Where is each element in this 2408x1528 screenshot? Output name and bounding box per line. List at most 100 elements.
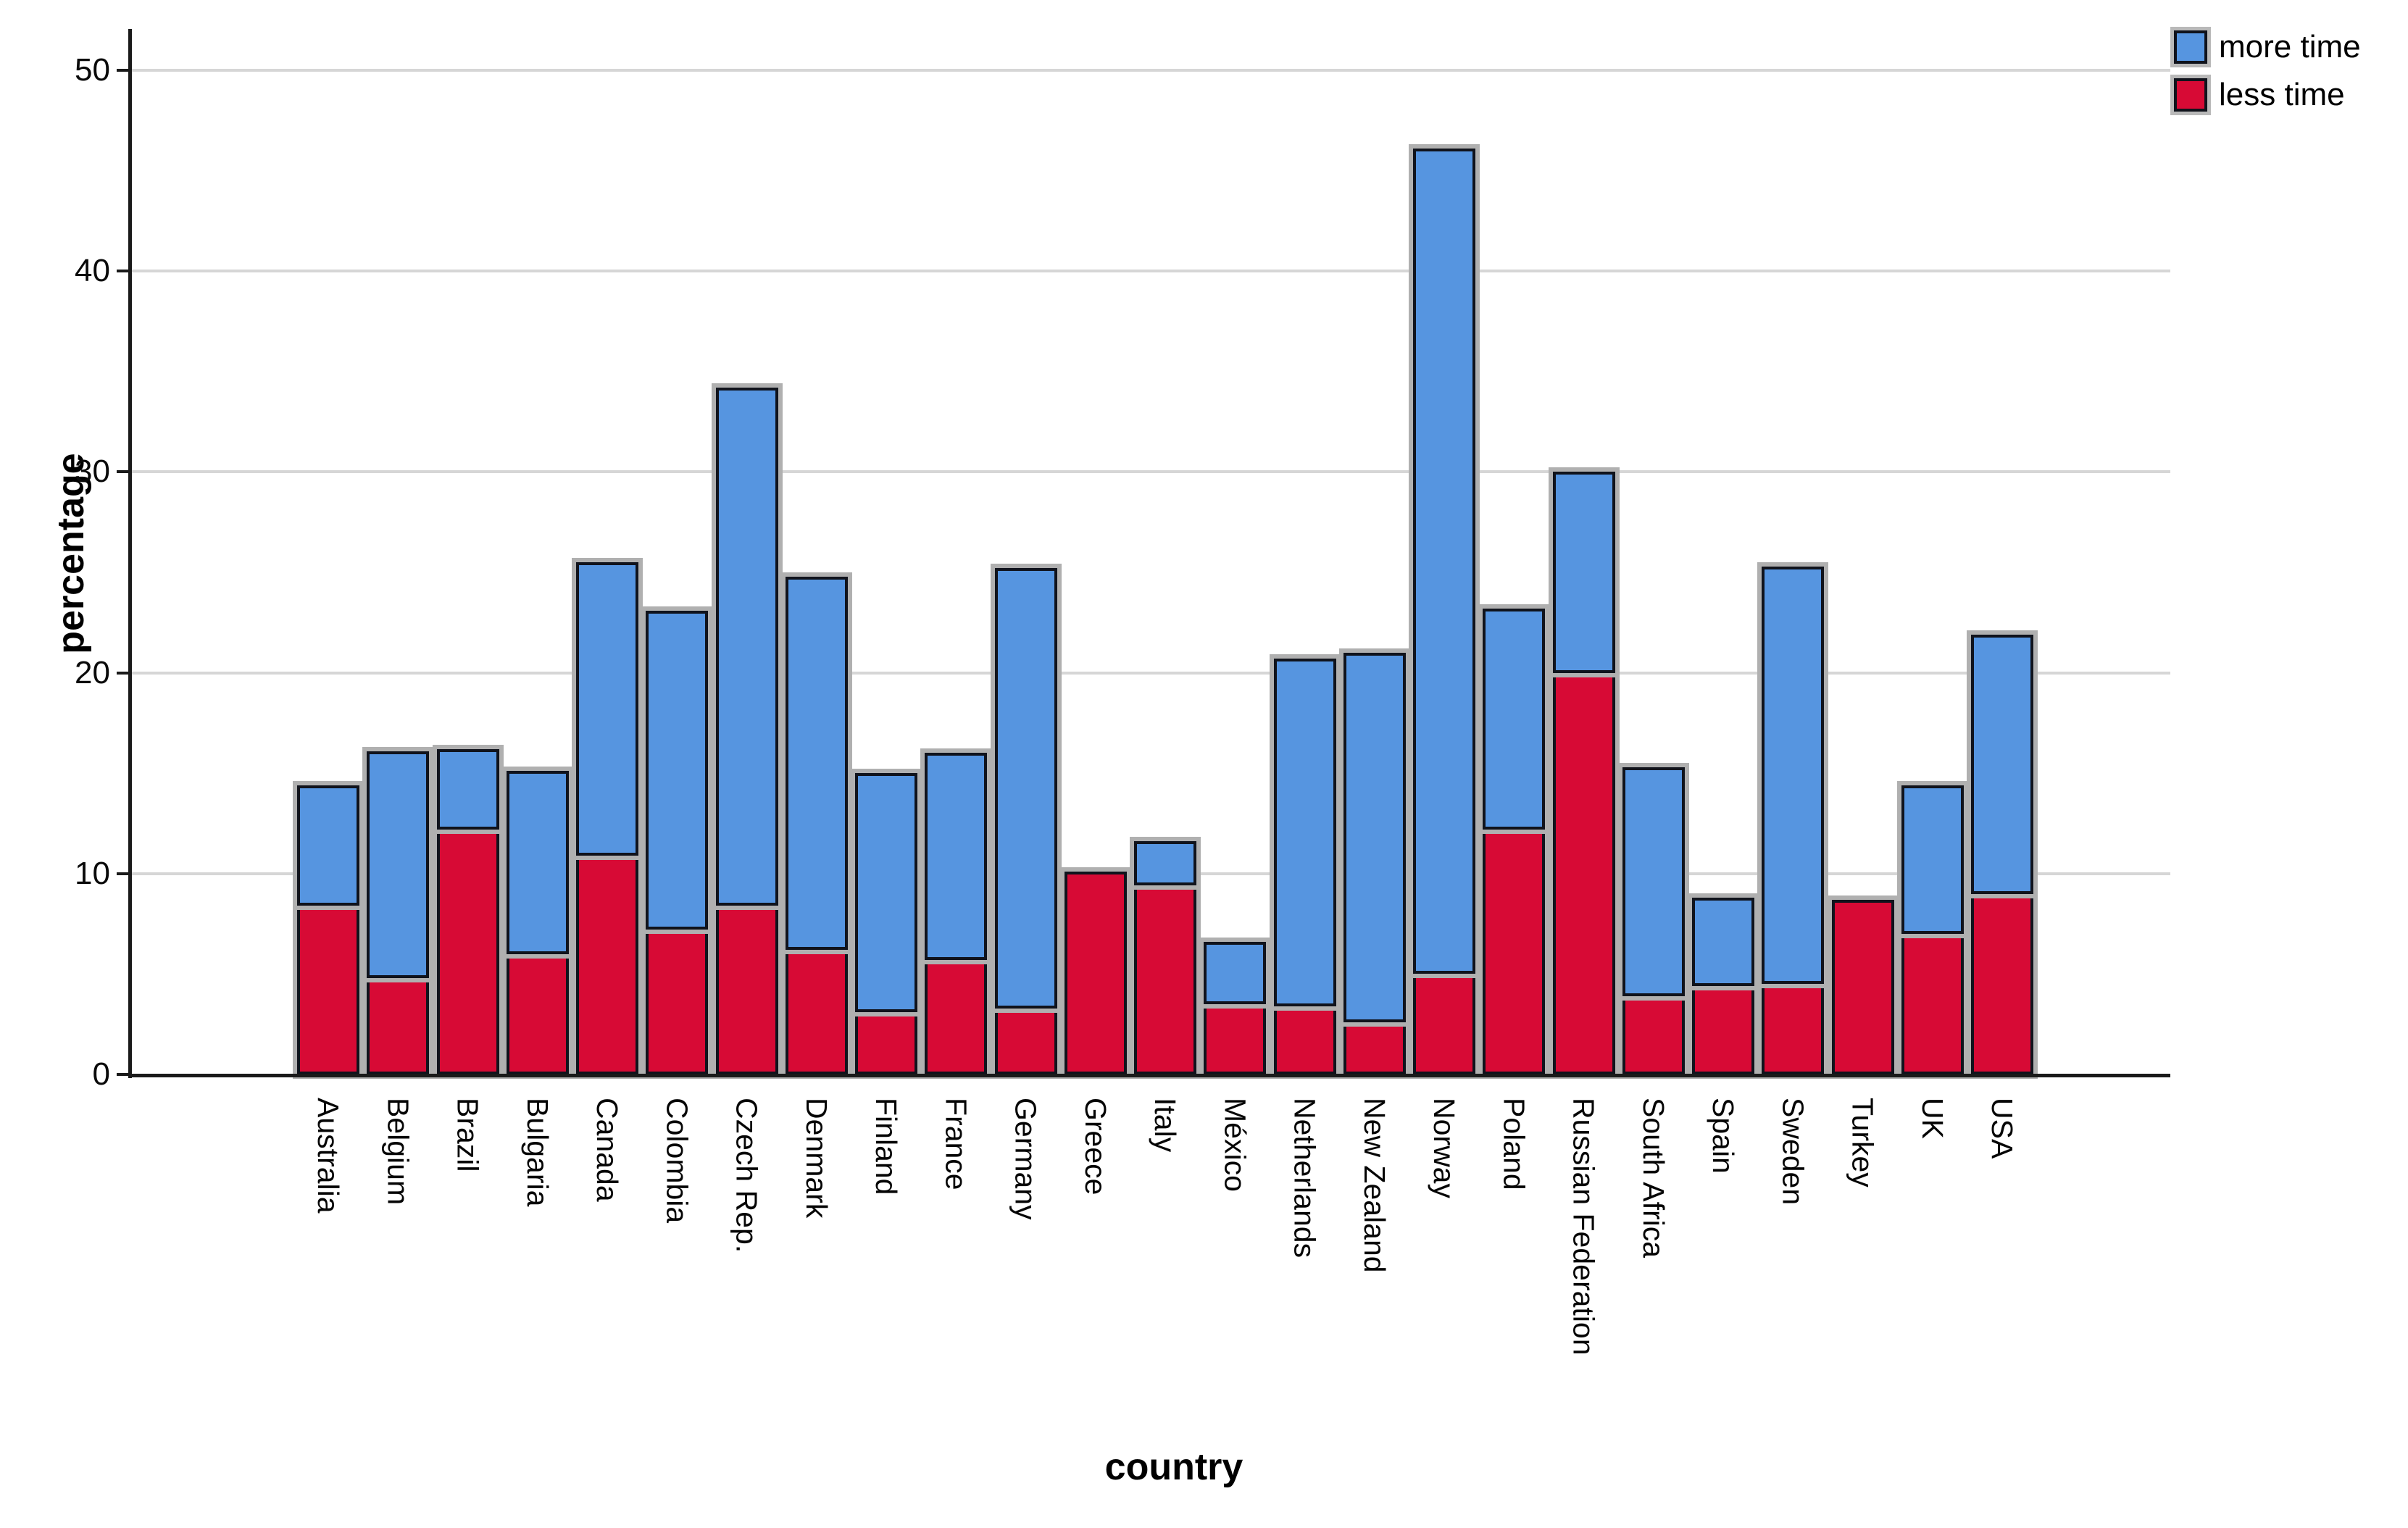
bar-south-africa-segment-more-time: [1622, 767, 1685, 996]
y-tick-label-40: 40: [75, 253, 110, 289]
bar-denmark-segment-less-time: [786, 950, 848, 1074]
bar-south-africa-segment-less-time: [1622, 995, 1685, 1074]
x-category-label-italy: Italy: [1149, 1098, 1182, 1153]
x-category-label-canada: Canada: [591, 1098, 624, 1202]
y-axis-title: percentage: [50, 453, 92, 654]
legend-label-more-time: more time: [2219, 29, 2361, 64]
legend-item-less-time: less time: [2174, 77, 2361, 113]
x-category-label-germany: Germany: [1009, 1098, 1043, 1220]
y-tick-label-0: 0: [92, 1056, 110, 1092]
x-category-label-denmark: Denmark: [799, 1098, 833, 1219]
x-category-label-france: France: [939, 1098, 973, 1190]
y-axis-tick-50: [117, 69, 128, 72]
bar-belgium-segment-more-time: [367, 751, 429, 978]
legend-item-more-time: more time: [2174, 29, 2361, 65]
y-axis-line: [128, 29, 132, 1078]
x-category-label-belgium: Belgium: [381, 1098, 415, 1206]
bar-czech-rep--segment-less-time: [716, 906, 778, 1074]
x-category-label-netherlands: Netherlands: [1288, 1098, 1322, 1258]
legend-swatch-less-time-icon: [2174, 78, 2207, 112]
bar-colombia-segment-less-time: [646, 930, 708, 1074]
bar-germany-segment-more-time: [995, 568, 1057, 1009]
bar-france-segment-less-time: [925, 959, 987, 1074]
bar-italy-segment-more-time: [1134, 841, 1196, 886]
bar-norway-segment-more-time: [1413, 149, 1475, 974]
y-axis-tick-0: [117, 1073, 128, 1076]
legend-swatch-more-time-icon: [2174, 30, 2207, 64]
y-tick-label-20: 20: [75, 654, 110, 690]
x-category-label-russian-federation: Russian Federation: [1567, 1098, 1601, 1356]
x-category-label-turkey: Turkey: [1846, 1098, 1880, 1187]
bar-spain-segment-more-time: [1692, 898, 1754, 987]
bar-netherlands-segment-less-time: [1274, 1006, 1336, 1074]
bar-usa-segment-less-time: [1971, 893, 2033, 1074]
x-category-label-finland: Finland: [870, 1098, 903, 1195]
gridline-50: [128, 69, 2170, 72]
y-axis-tick-10: [117, 872, 128, 875]
bar-finland-segment-less-time: [855, 1012, 917, 1074]
bar-m-xico-segment-more-time: [1204, 942, 1266, 1004]
legend: more time less time: [2174, 29, 2361, 125]
y-tick-label-30: 30: [75, 454, 110, 490]
x-axis-line: [128, 1074, 2170, 1077]
x-category-label-brazil: Brazil: [451, 1098, 485, 1172]
bar-belgium-segment-less-time: [367, 977, 429, 1074]
bar-norway-segment-less-time: [1413, 974, 1475, 1074]
x-category-label-m-xico: México: [1218, 1098, 1252, 1192]
x-category-label-spain: Spain: [1707, 1098, 1740, 1174]
bar-new-zealand-segment-less-time: [1343, 1022, 1406, 1074]
x-category-label-czech-rep-: Czech Rep.: [730, 1098, 764, 1253]
bar-russian-federation-segment-more-time: [1553, 472, 1615, 673]
x-category-label-south-africa: South Africa: [1636, 1098, 1670, 1258]
bar-australia-segment-more-time: [297, 785, 359, 906]
y-tick-label-10: 10: [75, 855, 110, 891]
bar-netherlands-segment-more-time: [1274, 659, 1336, 1006]
bar-uk-segment-more-time: [1901, 785, 1964, 934]
bar-sweden-segment-less-time: [1762, 984, 1824, 1074]
bar-greece-segment-less-time: [1065, 872, 1127, 1074]
x-category-label-bulgaria: Bulgaria: [520, 1098, 554, 1207]
gridline-40: [128, 270, 2170, 273]
x-category-label-australia: Australia: [312, 1098, 345, 1214]
bar-uk-segment-less-time: [1901, 933, 1964, 1074]
y-axis-tick-30: [117, 470, 128, 474]
bar-turkey-segment-less-time: [1832, 899, 1894, 1074]
bar-usa-segment-more-time: [1971, 634, 2033, 894]
bar-brazil-segment-more-time: [437, 748, 499, 830]
x-category-label-sweden: Sweden: [1776, 1098, 1810, 1206]
x-category-label-uk: UK: [1915, 1098, 1949, 1139]
gridline-30: [128, 470, 2170, 474]
x-category-label-usa: USA: [1986, 1098, 2019, 1159]
bar-canada-segment-less-time: [576, 855, 638, 1074]
bar-russian-federation-segment-less-time: [1553, 672, 1615, 1074]
bar-finland-segment-more-time: [855, 773, 917, 1013]
x-axis-title: country: [1104, 1446, 1243, 1488]
x-category-label-new-zealand: New Zealand: [1357, 1098, 1391, 1273]
legend-label-less-time: less time: [2219, 77, 2345, 112]
bar-m-xico-segment-less-time: [1204, 1003, 1266, 1074]
y-axis-tick-40: [117, 270, 128, 273]
bar-spain-segment-less-time: [1692, 986, 1754, 1074]
bar-canada-segment-more-time: [576, 562, 638, 856]
bar-germany-segment-less-time: [995, 1008, 1057, 1074]
x-category-label-poland: Poland: [1497, 1098, 1531, 1190]
y-axis-tick-20: [117, 671, 128, 675]
bar-colombia-segment-more-time: [646, 610, 708, 930]
bar-brazil-segment-less-time: [437, 829, 499, 1074]
bar-sweden-segment-more-time: [1762, 566, 1824, 985]
bar-bulgaria-segment-more-time: [507, 771, 569, 954]
bar-poland-segment-more-time: [1483, 608, 1545, 830]
x-category-label-colombia: Colombia: [660, 1098, 694, 1224]
bar-poland-segment-less-time: [1483, 829, 1545, 1074]
bar-australia-segment-less-time: [297, 906, 359, 1074]
bar-italy-segment-less-time: [1134, 885, 1196, 1074]
bar-new-zealand-segment-more-time: [1343, 652, 1406, 1022]
bar-czech-rep--segment-more-time: [716, 387, 778, 906]
gridline-20: [128, 671, 2170, 675]
bar-bulgaria-segment-less-time: [507, 953, 569, 1074]
y-tick-label-50: 50: [75, 52, 110, 88]
bar-france-segment-more-time: [925, 753, 987, 960]
bar-denmark-segment-more-time: [786, 576, 848, 951]
x-category-label-norway: Norway: [1428, 1098, 1461, 1198]
